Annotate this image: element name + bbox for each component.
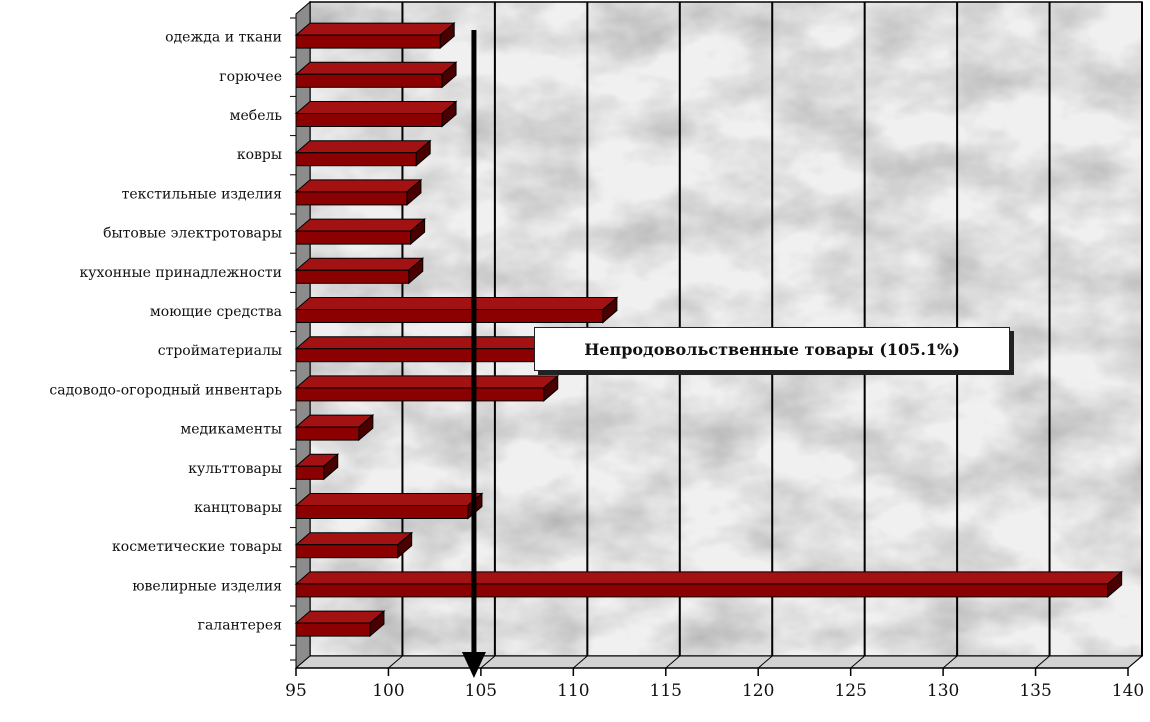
x-tick-label: 125 (834, 681, 866, 701)
category-label: текстильные изделия (122, 186, 283, 202)
bar (294, 178, 423, 206)
x-tick-label: 120 (742, 681, 774, 701)
gridline-floor (1127, 655, 1143, 669)
bar-front (295, 309, 604, 323)
bar (294, 610, 386, 638)
bar (294, 453, 340, 481)
x-tick-label: 135 (1019, 681, 1051, 701)
category-label: медикаменты (180, 422, 282, 438)
bar (294, 492, 484, 520)
bar-front (295, 387, 545, 402)
bar (294, 139, 432, 167)
bar (294, 100, 458, 128)
bar-top (294, 101, 458, 114)
category-label: канцтовары (194, 500, 282, 516)
annotation-box: Непродовольственные товары (105.1%) (534, 327, 1010, 371)
floor (294, 655, 1144, 669)
gridline-floor (942, 655, 958, 669)
bar-top (294, 610, 386, 624)
bar-front (295, 113, 443, 127)
category-label: культтовары (188, 461, 282, 477)
category-label: кухонные принадлежности (79, 265, 282, 281)
bar (294, 22, 456, 50)
bar-front (295, 269, 410, 284)
bar (294, 570, 1124, 598)
x-tick-label: 105 (465, 681, 497, 701)
category-label: ювелирные изделия (132, 578, 282, 594)
bar (294, 335, 552, 363)
bar-front (295, 544, 399, 559)
gridline-floor (1035, 655, 1050, 669)
bar-top (294, 218, 426, 232)
category-label: галантерея (198, 618, 283, 634)
x-tick-label: 110 (557, 681, 589, 701)
x-axis-ticks: 95 100 105 110 115 120 125 130 135 140 (285, 667, 1144, 701)
bar-top (294, 297, 619, 310)
bar-front (295, 348, 537, 363)
category-label: одежда и ткани (165, 30, 282, 46)
category-label: ковры (237, 147, 282, 163)
bar-front (295, 34, 441, 49)
gridline-floor (665, 655, 681, 669)
category-label: моющие средства (150, 304, 282, 320)
bar-front (295, 505, 469, 519)
bar-front (295, 583, 1109, 598)
gridline-floor (480, 655, 496, 669)
bar-top (294, 257, 425, 271)
bar (294, 257, 425, 285)
bar-top (294, 532, 414, 546)
left-wall (295, 0, 311, 670)
bar-front (295, 465, 325, 480)
category-label: горючее (219, 69, 282, 85)
bar-top (294, 571, 1124, 585)
bar-top (294, 375, 560, 389)
bar (294, 531, 414, 559)
gridline-floor (388, 655, 403, 669)
bar-top (294, 336, 552, 350)
bar-top (294, 22, 456, 36)
bar-front (295, 191, 408, 206)
bar (294, 414, 375, 442)
reference-arrow (461, 30, 486, 678)
category-label: стройматериалы (158, 343, 282, 359)
gridline-floor (850, 655, 865, 669)
bar-top (294, 493, 484, 506)
bar-front (295, 152, 417, 167)
x-tick-label: 140 (1112, 681, 1144, 701)
bars (294, 22, 1124, 638)
bar-top (294, 61, 458, 75)
category-label: мебель (230, 108, 283, 124)
bar-front (295, 230, 412, 245)
gridline-floor (757, 655, 773, 669)
x-tick-label: 130 (927, 681, 959, 701)
x-tick-label: 100 (372, 681, 404, 701)
bar (294, 218, 426, 246)
bar-front (295, 73, 443, 88)
x-tick-label: 95 (285, 681, 307, 701)
x-tick-label: 115 (650, 681, 682, 701)
bar-front (295, 426, 360, 441)
category-label: садоводо-огородный инвентарь (49, 382, 282, 398)
gridline-floor (573, 655, 588, 669)
bar-top (294, 140, 432, 154)
arrow-head (461, 652, 486, 678)
category-label: бытовые электротовары (103, 226, 282, 242)
bar-front (295, 622, 371, 637)
bar (294, 61, 458, 89)
bar (294, 296, 619, 324)
category-label: косметические товары (112, 539, 282, 555)
bar (294, 374, 560, 402)
bar-top (294, 179, 423, 193)
category-labels: одежда и ткани горючее мебель ковры текстиль… (49, 17, 296, 661)
